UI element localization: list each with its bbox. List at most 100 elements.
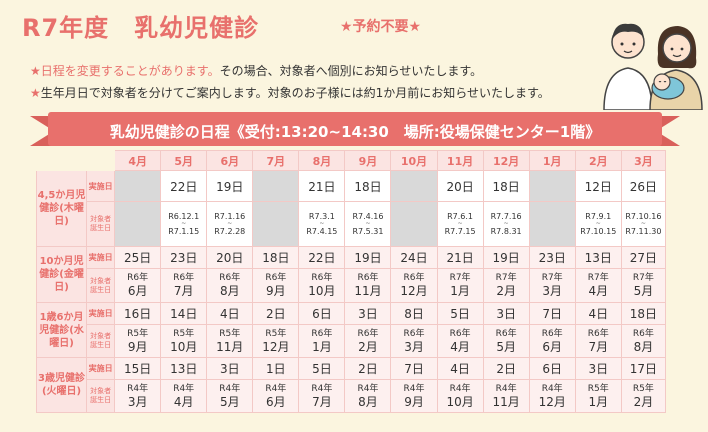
target-year: R5年 bbox=[219, 328, 241, 339]
target-year: R4年 bbox=[449, 383, 471, 394]
target-month: 1月 bbox=[312, 339, 332, 354]
target-range-cell: R7.1.16 ~ R7.2.28 bbox=[206, 201, 254, 247]
target-range-cell: R7.9.1 ~ R7.10.15 bbox=[574, 201, 622, 247]
notice-highlight: 日程を変更することがあります。 bbox=[40, 64, 220, 78]
checkup-group-label: 10か月児健診(金曜日) bbox=[35, 246, 88, 303]
target-month: 10月 bbox=[446, 394, 474, 409]
date-cell: 3日 bbox=[482, 302, 530, 325]
page-title: R7年度 乳幼児健診 bbox=[22, 14, 260, 42]
target-month-cell: R5年 9月 bbox=[114, 324, 162, 358]
table-row: 対象者誕生日 R6.12.1 ~ R7.1.15 R7.1.16 ~ R7.2.28 R7.3… bbox=[37, 201, 667, 247]
target-year: R4年 bbox=[219, 383, 241, 394]
tilde-icon: ~ bbox=[457, 220, 463, 227]
target-month-cell: R4年 4月 bbox=[160, 379, 208, 413]
date-cell: 3日 bbox=[344, 302, 392, 325]
date-cell: 13日 bbox=[574, 246, 622, 269]
target-month: 7月 bbox=[173, 284, 194, 298]
range-from: R7.10.16 bbox=[625, 212, 662, 221]
target-month: 9月 bbox=[266, 284, 286, 298]
target-month-cell: R6年 6月 bbox=[528, 324, 576, 358]
table-row: 4,5か月児健診(木曜日) 実施日 22日 19日 21日 18日 20日 18日 12日 26日 bbox=[35, 170, 667, 247]
target-month: 12月 bbox=[538, 394, 566, 409]
banner-ribbon bbox=[30, 112, 680, 146]
range-from: R7.7.16 bbox=[490, 212, 522, 221]
date-cell: 16日 bbox=[114, 302, 162, 325]
inactive-cell bbox=[114, 201, 162, 247]
target-year: R7年 bbox=[587, 273, 609, 283]
range-from: R7.9.1 bbox=[585, 212, 612, 221]
header-blank bbox=[35, 150, 88, 171]
target-range-cell: R7.7.16 ~ R7.8.31 bbox=[482, 201, 530, 247]
month-header: 3月 bbox=[620, 150, 667, 171]
month-header: 8月 bbox=[298, 150, 346, 171]
month-header-row: 4月 5月 6月 7月 8月 9月 10月 11月 12月 1月 2月 3月 bbox=[35, 150, 667, 171]
inactive-cell bbox=[528, 201, 576, 247]
date-cell: 6日 bbox=[298, 302, 346, 325]
target-month: 7月 bbox=[588, 339, 609, 354]
date-cell: 20日 bbox=[436, 170, 484, 202]
target-month-cell: R6年 7月 bbox=[574, 324, 622, 358]
banner-text: 乳幼児健診の日程《受付:13:20~14:30 場所:役場保健センター1階》 bbox=[109, 122, 601, 141]
target-year: R6年 bbox=[495, 328, 517, 339]
month-header: 2月 bbox=[574, 150, 622, 171]
target-month: 2月 bbox=[633, 394, 654, 409]
date-cell: 20日 bbox=[206, 246, 254, 269]
target-year: R4年 bbox=[403, 383, 425, 394]
date-cell: 5日 bbox=[436, 302, 484, 325]
tilde-icon: ~ bbox=[365, 220, 371, 227]
target-month: 2月 bbox=[496, 284, 516, 298]
table-row: 10か月児健診(金曜日) 実施日 25日 23日 20日 18日 22日 19日 24日 21日 1… bbox=[35, 246, 667, 303]
date-cell: 2日 bbox=[482, 357, 530, 380]
target-month: 3月 bbox=[404, 339, 424, 354]
range-to: R7.2.28 bbox=[214, 227, 246, 236]
target-month-cell: R6年 6月 bbox=[114, 268, 162, 303]
date-cell: 18日 bbox=[252, 246, 300, 269]
target-month-cell: R4年 11月 bbox=[482, 379, 530, 413]
target-range-cell: R7.10.16 ~ R7.11.30 bbox=[620, 201, 667, 247]
target-year: R6年 bbox=[173, 273, 195, 283]
date-cell: 19日 bbox=[344, 246, 392, 269]
month-header: 11月 bbox=[436, 150, 484, 171]
target-year: R7年 bbox=[541, 273, 563, 283]
target-month-cell: R4年 7月 bbox=[298, 379, 346, 413]
target-row-label: 対象者誕生日 bbox=[86, 201, 116, 247]
range-to: R7.4.15 bbox=[306, 227, 338, 236]
target-year: R6年 bbox=[311, 328, 333, 339]
target-year: R6年 bbox=[357, 328, 379, 339]
target-year: R6年 bbox=[127, 273, 149, 283]
target-year: R6年 bbox=[311, 273, 333, 283]
target-month-cell: R6年 5月 bbox=[482, 324, 530, 358]
no-reservation-note: ★予約不要★ bbox=[340, 19, 422, 35]
date-cell: 7日 bbox=[528, 302, 576, 325]
date-cell: 15日 bbox=[114, 357, 162, 380]
target-year: R5年 bbox=[127, 328, 149, 339]
target-month-cell: R5年 2月 bbox=[620, 379, 667, 413]
tilde-icon: ~ bbox=[227, 220, 233, 227]
target-month-cell: R5年 1月 bbox=[574, 379, 622, 413]
date-cell: 27日 bbox=[620, 246, 667, 269]
date-cell: 21日 bbox=[436, 246, 484, 269]
target-month-cell: R7年 1月 bbox=[436, 268, 484, 303]
date-cell: 19日 bbox=[206, 170, 254, 202]
target-row-label: 対象者誕生日 bbox=[86, 379, 116, 413]
inactive-cell bbox=[390, 201, 438, 247]
checkup-group-label: 3歳児健診(火曜日) bbox=[35, 357, 88, 413]
target-year: R4年 bbox=[127, 383, 149, 394]
table-row: 対象者誕生日 R4年 3月 R4年 4月 R4年 5月 R4年 6月 R4年 7月 R4年 8月 R4年 9… bbox=[37, 379, 667, 413]
target-month: 1月 bbox=[588, 394, 609, 409]
target-year: R6年 bbox=[632, 328, 654, 339]
range-to: R7.8.31 bbox=[490, 227, 522, 236]
target-year: R4年 bbox=[311, 383, 333, 394]
notice-birthdate: ★生年月日で対象者を分けてご案内します。対象のお子様には約1か月前にお知らせいた… bbox=[30, 84, 550, 101]
target-month-cell: R7年 5月 bbox=[620, 268, 667, 303]
target-month: 4月 bbox=[450, 339, 470, 354]
month-header: 7月 bbox=[252, 150, 300, 171]
target-range-cell: R7.3.1 ~ R7.4.15 bbox=[298, 201, 346, 247]
date-cell: 2日 bbox=[252, 302, 300, 325]
target-month: 4月 bbox=[588, 284, 609, 298]
target-year: R5年 bbox=[265, 328, 287, 339]
target-month-cell: R4年 10月 bbox=[436, 379, 484, 413]
target-month-cell: R5年 10月 bbox=[160, 324, 208, 358]
target-year: R7年 bbox=[495, 273, 517, 283]
target-row-label: 対象者誕生日 bbox=[86, 268, 116, 303]
